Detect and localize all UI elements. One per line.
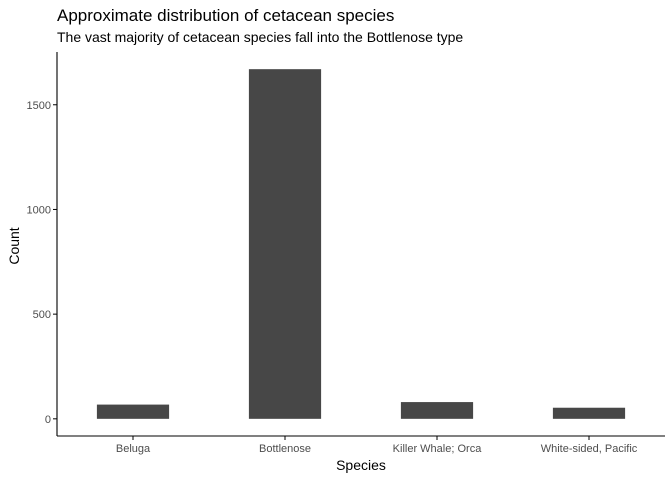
y-tick-label: 0 <box>45 414 51 426</box>
bars-group <box>96 69 626 419</box>
chart-title: Approximate distribution of cetacean spe… <box>57 6 394 25</box>
y-tick-label: 1000 <box>27 204 51 216</box>
x-tick-label: Killer Whale; Orca <box>393 443 483 455</box>
bar-white-sided-pacific <box>552 407 626 419</box>
bar-killer-whale-orca <box>400 402 474 419</box>
x-axis-ticks: Beluga Bottlenose Killer Whale; Orca White-… <box>116 436 638 455</box>
x-tick-label: Beluga <box>116 443 151 455</box>
y-tick-label: 500 <box>33 309 51 321</box>
x-axis-title: Species <box>336 457 386 473</box>
x-tick-label: White-sided, Pacific <box>541 443 638 455</box>
x-tick-label: Bottlenose <box>259 443 311 455</box>
bar-bottlenose <box>248 69 322 419</box>
y-axis-title: Count <box>6 227 22 264</box>
chart-subtitle: The vast majority of cetacean species fa… <box>57 29 463 45</box>
y-tick-label: 1500 <box>27 100 51 112</box>
bar-beluga <box>96 404 170 419</box>
y-axis-ticks: 0 500 1000 1500 <box>27 100 57 426</box>
